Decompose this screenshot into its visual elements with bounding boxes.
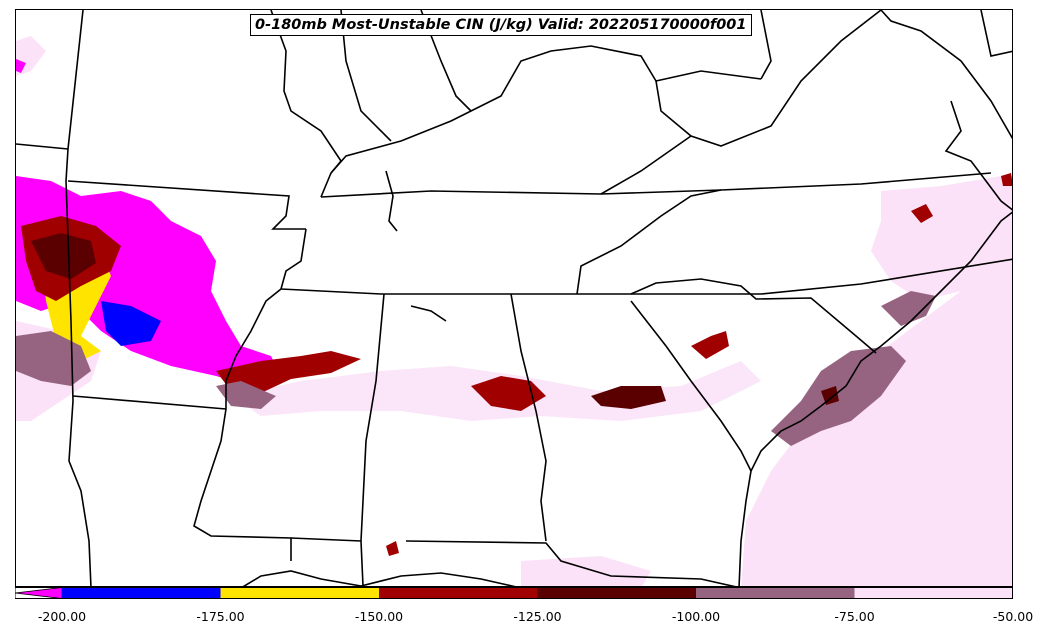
border-mo-il: [270, 10, 342, 198]
lake-ky: [385, 170, 398, 232]
border-tx-la: [68, 400, 92, 586]
border-oh-pa: [760, 10, 772, 80]
border-va-md: [880, 10, 1012, 140]
mauve-region-nc: [881, 291, 936, 326]
border-tx-north: [16, 143, 69, 150]
border-ky-north: [330, 45, 762, 174]
border-nj: [980, 10, 1012, 57]
coast-atlantic: [738, 211, 1012, 586]
dark-red-coast: [821, 386, 839, 405]
border-la-ms-river: [193, 408, 292, 561]
state-borders: [16, 10, 1012, 586]
colorbar-tick-label: -200.00: [37, 609, 87, 624]
mauve-band-central: [216, 381, 276, 409]
magenta-speck-nw: [16, 59, 26, 73]
colorbar-segment: [62, 587, 221, 599]
colorbar-extend-arrow: [15, 587, 63, 599]
map-panel: [15, 9, 1013, 587]
border-al-ga: [510, 293, 547, 542]
colorbar-segment: [379, 587, 538, 599]
colorbar-segment: [220, 587, 379, 599]
border-tn-north: [320, 172, 992, 198]
colorbar-segment: [696, 587, 855, 599]
blue-region: [101, 301, 161, 346]
border-tn-south: [280, 288, 761, 295]
border-ms-south: [290, 537, 362, 542]
border-il-in: [340, 10, 392, 142]
red-band-ga: [591, 386, 666, 409]
border-ga-sc: [630, 300, 752, 472]
coast-gulf: [242, 570, 516, 586]
pink-region-gulf: [521, 556, 651, 586]
pink-region-east: [741, 242, 1012, 586]
border-mo-south: [67, 180, 306, 230]
colorbar-tick-label: -50.00: [992, 609, 1034, 624]
red-blob-va: [1001, 173, 1012, 186]
colorbar-tick-label: -100.00: [671, 609, 721, 624]
colorbar-tick-label: -125.00: [513, 609, 562, 624]
colorbar-segment: [854, 587, 1013, 599]
mauve-region-coast: [771, 346, 906, 446]
dark-red-core: [31, 233, 96, 279]
chesapeake: [944, 100, 1012, 211]
red-blob-ga-south: [386, 541, 399, 556]
colorbar-tick-label: -175.00: [196, 609, 245, 624]
cin-map: [16, 10, 1012, 586]
red-band-central: [216, 351, 361, 393]
border-ok-ar: [65, 10, 84, 402]
colorbar-outline: [15, 587, 1013, 599]
border-wv-va: [600, 135, 692, 195]
border-al-south: [405, 540, 736, 586]
pink-region-se-coast: [871, 176, 1012, 301]
colorbar-segment: [537, 587, 696, 599]
border-ky-wv: [655, 10, 882, 147]
red-band-al: [471, 376, 546, 411]
border-ar-la: [72, 395, 227, 410]
colorbar-tick-label: -75.00: [834, 609, 875, 624]
red-blob-sc: [691, 331, 729, 359]
colorbar-segments: [15, 587, 1013, 599]
border-va-nc-top: [576, 189, 722, 295]
map-title: 0-180mb Most-Unstable CIN (J/kg) Valid: …: [250, 14, 752, 36]
border-nc-va: [760, 258, 1012, 295]
lake-tn: [410, 305, 447, 322]
colorbar-tick-label: -150.00: [354, 609, 404, 624]
border-ms-al: [360, 293, 385, 586]
border-sc-nc: [630, 278, 877, 354]
border-ms-river: [225, 228, 307, 409]
colorbar: [15, 587, 1013, 599]
cin-fill-layer: [16, 36, 1012, 586]
red-blob-nc: [911, 204, 933, 223]
